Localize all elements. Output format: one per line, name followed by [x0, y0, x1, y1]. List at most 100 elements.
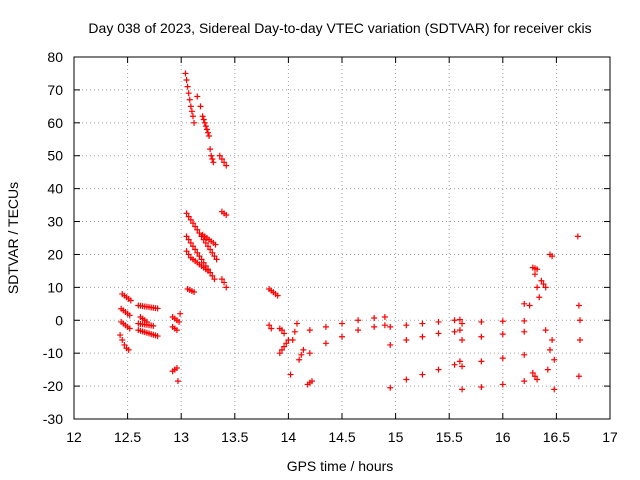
- data-point: [183, 233, 190, 240]
- data-point: [223, 284, 230, 291]
- data-point: [210, 159, 217, 166]
- data-point: [203, 126, 210, 133]
- data-point: [198, 256, 205, 263]
- data-point: [499, 331, 506, 338]
- data-point: [546, 346, 553, 353]
- data-point: [526, 302, 533, 309]
- y-tick-label: 10: [47, 279, 63, 295]
- data-point: [194, 93, 201, 100]
- series-arc-12.5-d: [117, 332, 132, 353]
- data-point: [189, 113, 196, 120]
- data-point: [183, 210, 190, 217]
- y-tick-label: 30: [47, 214, 63, 230]
- data-point: [531, 373, 538, 380]
- data-point: [192, 223, 199, 230]
- data-point: [435, 318, 442, 325]
- y-tick-label: -10: [43, 345, 63, 361]
- data-point: [544, 366, 551, 373]
- data-point: [574, 233, 581, 240]
- data-point: [176, 318, 183, 325]
- data-point: [287, 371, 294, 378]
- data-point: [575, 373, 582, 380]
- data-point: [121, 341, 128, 348]
- data-point: [534, 266, 541, 273]
- data-point: [381, 322, 388, 329]
- series-arc-16.4-a: [538, 277, 549, 291]
- data-point: [499, 318, 506, 325]
- data-point: [456, 316, 463, 323]
- series-arc-16.3-c: [529, 369, 541, 383]
- data-point: [540, 281, 547, 288]
- data-point: [199, 113, 206, 120]
- series-arc-13.0-e: [183, 233, 218, 283]
- series-arc-12.6-c: [135, 327, 161, 340]
- data-point: [575, 302, 582, 309]
- data-point: [551, 356, 558, 363]
- data-point: [499, 381, 506, 388]
- y-tick-label: -30: [43, 411, 63, 427]
- data-point: [216, 152, 223, 159]
- series-arc-13.9-a: [276, 337, 292, 357]
- x-tick-label: 12.5: [114, 429, 141, 445]
- series-arc-13.0-b: [199, 113, 217, 166]
- data-point: [551, 386, 558, 393]
- data-point: [188, 108, 195, 115]
- data-point: [355, 317, 362, 324]
- data-point: [278, 327, 285, 334]
- series-arc-main-8: [459, 351, 528, 370]
- data-point: [419, 371, 426, 378]
- y-tick-label: -20: [43, 378, 63, 394]
- data-point: [213, 256, 220, 263]
- series-arc-main-1: [306, 313, 388, 334]
- data-point: [218, 276, 225, 283]
- series-arc-main-5: [387, 358, 463, 391]
- data-point: [534, 284, 541, 291]
- data-point: [306, 350, 313, 357]
- y-axis-label: SDTVAR / TECUs: [5, 182, 21, 294]
- data-point: [205, 129, 211, 136]
- x-axis-label: GPS time / hours: [287, 458, 394, 474]
- x-tick-label: 14.5: [328, 429, 355, 445]
- grid-lines: [74, 57, 610, 419]
- series-arc-16.4-d: [546, 337, 558, 393]
- data-point: [521, 378, 528, 385]
- data-point: [202, 239, 209, 246]
- data-point: [182, 70, 189, 77]
- y-tick-label: 0: [55, 312, 63, 328]
- series-arc-13.9-b: [276, 325, 288, 337]
- data-point: [266, 322, 273, 329]
- series-arc-16.3-b: [531, 271, 543, 301]
- series-arc-16.3-a: [529, 264, 541, 273]
- data-point: [196, 230, 203, 237]
- data-point: [150, 322, 157, 329]
- data-point: [296, 356, 303, 363]
- data-point: [536, 294, 543, 301]
- series-arc-14.2-a: [304, 378, 315, 388]
- data-point: [200, 116, 207, 123]
- data-point: [127, 297, 134, 304]
- data-point: [119, 337, 126, 344]
- series-arc-16.4-c: [546, 251, 556, 260]
- data-point: [177, 310, 184, 317]
- series-arc-12.9-b: [169, 323, 180, 334]
- series-arc-14.0-a: [287, 320, 300, 378]
- data-point: [185, 213, 192, 220]
- x-tick-label: 14: [281, 429, 297, 445]
- data-point: [478, 384, 485, 391]
- data-point: [549, 253, 556, 260]
- data-point: [183, 248, 190, 255]
- data-point: [534, 376, 541, 383]
- data-point: [281, 343, 288, 350]
- data-point: [419, 333, 426, 340]
- data-point: [143, 318, 150, 325]
- data-point: [456, 358, 463, 365]
- data-point: [205, 243, 211, 250]
- data-point: [538, 277, 545, 284]
- data-point: [194, 226, 201, 233]
- data-point: [371, 314, 378, 321]
- data-point: [268, 325, 275, 332]
- series-arc-16.4-b: [542, 327, 551, 373]
- data-point: [197, 103, 204, 110]
- data-point: [381, 313, 388, 320]
